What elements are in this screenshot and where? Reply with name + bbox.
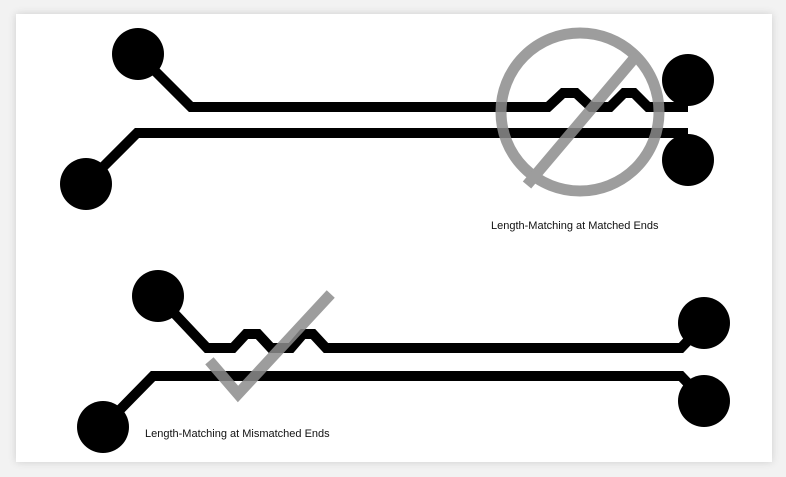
prohibited-icon: [495, 27, 665, 197]
bottom-trace-pair: [77, 270, 730, 453]
top-trace-pair: [60, 28, 714, 210]
bottom-pair-pad-upper-right: [678, 297, 730, 349]
top-pair-pad-lower-right: [662, 134, 714, 186]
top-pair-lower-trace: [82, 128, 688, 188]
bottom-pair-upper-trace: [154, 292, 708, 353]
caption-matched-ends: Length-Matching at Matched Ends: [491, 220, 659, 232]
bottom-pair-pad-lower-left: [77, 401, 129, 453]
caption-mismatched-ends: Length-Matching at Mismatched Ends: [145, 428, 330, 440]
bottom-pair-pad-upper-left: [132, 270, 184, 322]
top-pair-pad-lower-left: [60, 158, 112, 210]
checkmark-icon: [205, 290, 335, 403]
bottom-pair-pad-lower-right: [678, 375, 730, 427]
bottom-pair-lower-trace: [99, 371, 708, 431]
top-pair-pad-upper-left: [112, 28, 164, 80]
top-pair-pad-upper-right: [662, 54, 714, 106]
